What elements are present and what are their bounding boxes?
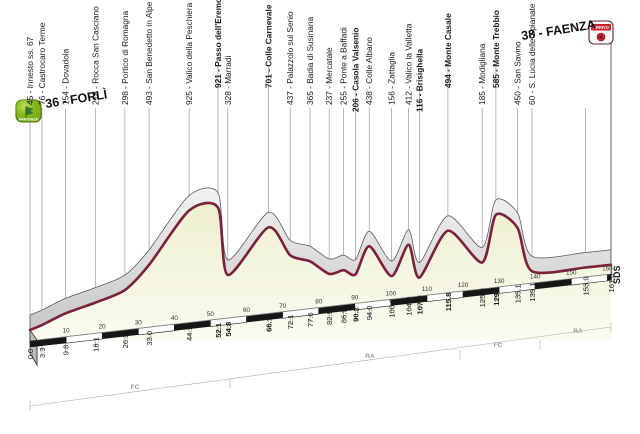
svg-text:125.3: 125.3 — [478, 288, 487, 307]
svg-text:298 - Portico di Romagna: 298 - Portico di Romagna — [120, 11, 130, 105]
svg-text:0.0: 0.0 — [26, 349, 35, 360]
svg-text:130: 130 — [494, 278, 505, 285]
svg-text:237 - Mercatale: 237 - Mercatale — [324, 47, 334, 105]
svg-text:40: 40 — [171, 315, 179, 322]
svg-text:129.1: 129.1 — [492, 286, 501, 306]
svg-text:90: 90 — [351, 294, 359, 301]
svg-text:153.9: 153.9 — [581, 276, 590, 295]
svg-text:RA: RA — [573, 328, 583, 335]
svg-text:255 - Ponte a Baffadi: 255 - Ponte a Baffadi — [339, 27, 349, 105]
svg-text:76 - Castrocaro Terme: 76 - Castrocaro Terme — [37, 22, 47, 105]
svg-text:328 - Marradi: 328 - Marradi — [223, 56, 233, 105]
svg-text:FC: FC — [494, 342, 503, 349]
svg-text:10: 10 — [63, 328, 71, 335]
svg-text:107.9: 107.9 — [415, 296, 424, 315]
svg-text:RA: RA — [365, 353, 375, 360]
svg-text:150: 150 — [566, 270, 577, 277]
svg-text:90.2: 90.2 — [352, 307, 361, 322]
svg-text:70: 70 — [279, 303, 287, 310]
svg-text:156 - Zattaglia: 156 - Zattaglia — [387, 52, 397, 105]
svg-text:45 - Innesto ss. 67: 45 - Innesto ss. 67 — [25, 36, 35, 105]
svg-text:921 - Passo dell'Eremo: 921 - Passo dell'Eremo — [213, 0, 223, 88]
svg-text:135.1: 135.1 — [514, 284, 523, 303]
svg-text:120: 120 — [458, 282, 469, 289]
svg-text:585 - Monte Trebbio: 585 - Monte Trebbio — [491, 10, 501, 88]
svg-text:701 - Colle Carnevale: 701 - Colle Carnevale — [264, 4, 274, 88]
svg-text:100: 100 — [386, 290, 397, 297]
svg-text:925 - Valico della Peschiera: 925 - Valico della Peschiera — [184, 2, 194, 105]
svg-text:438 - Colle Albano: 438 - Colle Albano — [364, 37, 374, 105]
svg-text:110: 110 — [422, 286, 433, 293]
svg-text:140: 140 — [530, 274, 541, 281]
svg-text:30: 30 — [135, 319, 143, 326]
svg-text:26.3: 26.3 — [121, 334, 130, 349]
svg-text:FC: FC — [131, 384, 140, 391]
svg-text:44.1: 44.1 — [185, 326, 194, 341]
svg-text:161.0: 161.0 — [607, 273, 616, 292]
svg-text:494 - Monte Casale: 494 - Monte Casale — [443, 13, 453, 88]
svg-text:86.9: 86.9 — [340, 308, 349, 323]
svg-text:94.0: 94.0 — [365, 306, 374, 321]
svg-text:50: 50 — [207, 311, 215, 318]
svg-text:450 - San Savino: 450 - San Savino — [513, 41, 523, 105]
svg-text:412 - Valico la Valletta: 412 - Valico la Valletta — [404, 23, 414, 105]
svg-text:77.6: 77.6 — [306, 312, 315, 327]
svg-text:PARTENZA: PARTENZA — [19, 117, 39, 121]
svg-text:154 - Dovadola: 154 - Dovadola — [60, 48, 70, 105]
svg-text:60 - S. Lucia delle Spianate: 60 - S. Lucia delle Spianate — [527, 3, 537, 105]
svg-text:20: 20 — [99, 324, 107, 331]
svg-text:116 - Brisighella: 116 - Brisighella — [414, 48, 424, 112]
svg-text:218 - Rocca San Casciano: 218 - Rocca San Casciano — [90, 6, 100, 105]
svg-text:54.8: 54.8 — [224, 322, 233, 337]
svg-text:185 - Modigliana: 185 - Modigliana — [477, 43, 487, 105]
svg-text:82.9: 82.9 — [325, 310, 334, 325]
svg-text:104.9: 104.9 — [405, 297, 414, 316]
svg-text:72.1: 72.1 — [286, 315, 295, 330]
svg-text:52.1: 52.1 — [214, 322, 223, 338]
svg-text:100.2: 100.2 — [388, 299, 397, 318]
svg-text:115.8: 115.8 — [444, 293, 453, 312]
svg-text:33.0: 33.0 — [145, 331, 154, 346]
svg-text:3.3: 3.3 — [38, 347, 47, 358]
svg-text:365 - Badia di Susinana: 365 - Badia di Susinana — [305, 17, 315, 105]
svg-text:139.1: 139.1 — [528, 283, 537, 302]
svg-text:18.1: 18.1 — [91, 337, 100, 352]
svg-text:66.1: 66.1 — [265, 316, 274, 332]
svg-text:437 - Palazzolo sul Senio: 437 - Palazzolo sul Senio — [285, 11, 295, 105]
svg-text:493 - San Benedetto in Alpe: 493 - San Benedetto in Alpe — [144, 1, 154, 105]
svg-text:206 - Casola Valsenio: 206 - Casola Valsenio — [351, 28, 361, 112]
svg-text:60: 60 — [243, 307, 251, 314]
svg-text:80: 80 — [315, 299, 323, 306]
svg-text:9.8: 9.8 — [61, 345, 70, 356]
